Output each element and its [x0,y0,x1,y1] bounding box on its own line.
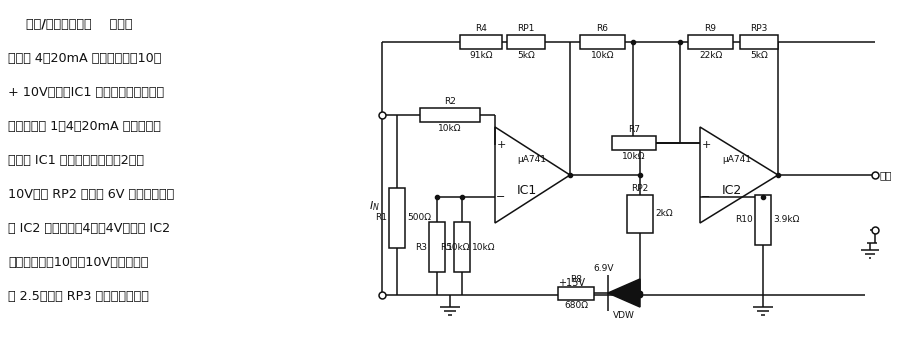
Text: 使 IC2 输入变为＋4～－4V，再经 IC2: 使 IC2 输入变为＋4～－4V，再经 IC2 [8,222,170,235]
Text: R3: R3 [415,242,427,252]
Text: + 10V输出。IC1 为差动输入放大器，: + 10V输出。IC1 为差动输入放大器， [8,86,164,99]
Text: 6.9V: 6.9V [593,264,614,273]
Text: 5kΩ: 5kΩ [517,51,534,60]
Text: 10kΩ: 10kΩ [472,242,496,252]
Bar [558,286,594,299]
Bar [612,136,656,150]
Bar [460,35,502,49]
Text: 使输入 4～20mA 电流转换成－10～: 使输入 4～20mA 电流转换成－10～ [8,52,162,65]
Text: 电流/电压转换电路    此电路: 电流/电压转换电路 此电路 [8,18,133,31]
Text: RP3: RP3 [750,24,768,33]
Text: $I_N$: $I_N$ [369,199,380,213]
Text: 10kΩ: 10kΩ [591,51,614,60]
Text: 10kΩ: 10kΩ [447,242,471,252]
Text: R7: R7 [628,125,640,134]
Text: −: − [701,192,711,202]
Text: 10kΩ: 10kΩ [438,124,462,133]
Text: −: − [497,192,506,202]
Bar [454,222,470,272]
Bar [580,35,625,49]
Text: 号，经 IC1 放大后，输出为－2～－: 号，经 IC1 放大后，输出为－2～－ [8,154,144,167]
Text: 放大倍数为 1，4～20mA 输入电流信: 放大倍数为 1，4～20mA 输入电流信 [8,120,161,133]
Text: 91kΩ: 91kΩ [469,51,493,60]
Text: 500Ω: 500Ω [407,214,431,222]
Bar [627,195,653,233]
Text: μA741: μA741 [722,155,751,163]
Text: R10: R10 [736,216,753,224]
Bar [740,35,778,49]
Text: 680Ω: 680Ω [564,301,588,311]
Polygon shape [608,279,640,307]
Text: +15V: +15V [558,278,585,288]
Text: 10kΩ: 10kΩ [622,152,646,161]
Text: R8: R8 [570,276,582,284]
Text: R5: R5 [440,242,452,252]
Bar [420,108,480,122]
Text: 放大输出为－10～＋10V，放大倍数: 放大输出为－10～＋10V，放大倍数 [8,256,149,269]
Text: IC2: IC2 [722,184,742,198]
Text: +: + [701,140,711,150]
Text: 输出: 输出 [879,170,892,180]
Text: 5kΩ: 5kΩ [750,51,768,60]
Text: R4: R4 [475,24,487,33]
Text: +: + [497,140,506,150]
Text: VDW: VDW [613,311,635,320]
Text: R9: R9 [704,24,716,33]
Text: R2: R2 [444,97,456,106]
Bar [429,222,445,272]
Text: RP2: RP2 [631,184,649,193]
Text: 22kΩ: 22kΩ [699,51,722,60]
Bar [755,195,771,245]
Text: μA741: μA741 [517,155,546,163]
Text: 为 2.5，通过 RP3 可以调反馈量。: 为 2.5，通过 RP3 可以调反馈量。 [8,290,149,303]
Bar [507,35,545,49]
Text: IC1: IC1 [517,184,537,198]
Text: R1: R1 [375,214,387,222]
Text: R6: R6 [596,24,608,33]
Bar [688,35,733,49]
Text: RP1: RP1 [517,24,534,33]
Text: 3.9kΩ: 3.9kΩ [773,216,799,224]
Text: 2kΩ: 2kΩ [655,210,673,219]
Text: 10V，与 RP2 取出的 6V 分压迭加后，: 10V，与 RP2 取出的 6V 分压迭加后， [8,188,174,201]
Bar [389,188,405,248]
